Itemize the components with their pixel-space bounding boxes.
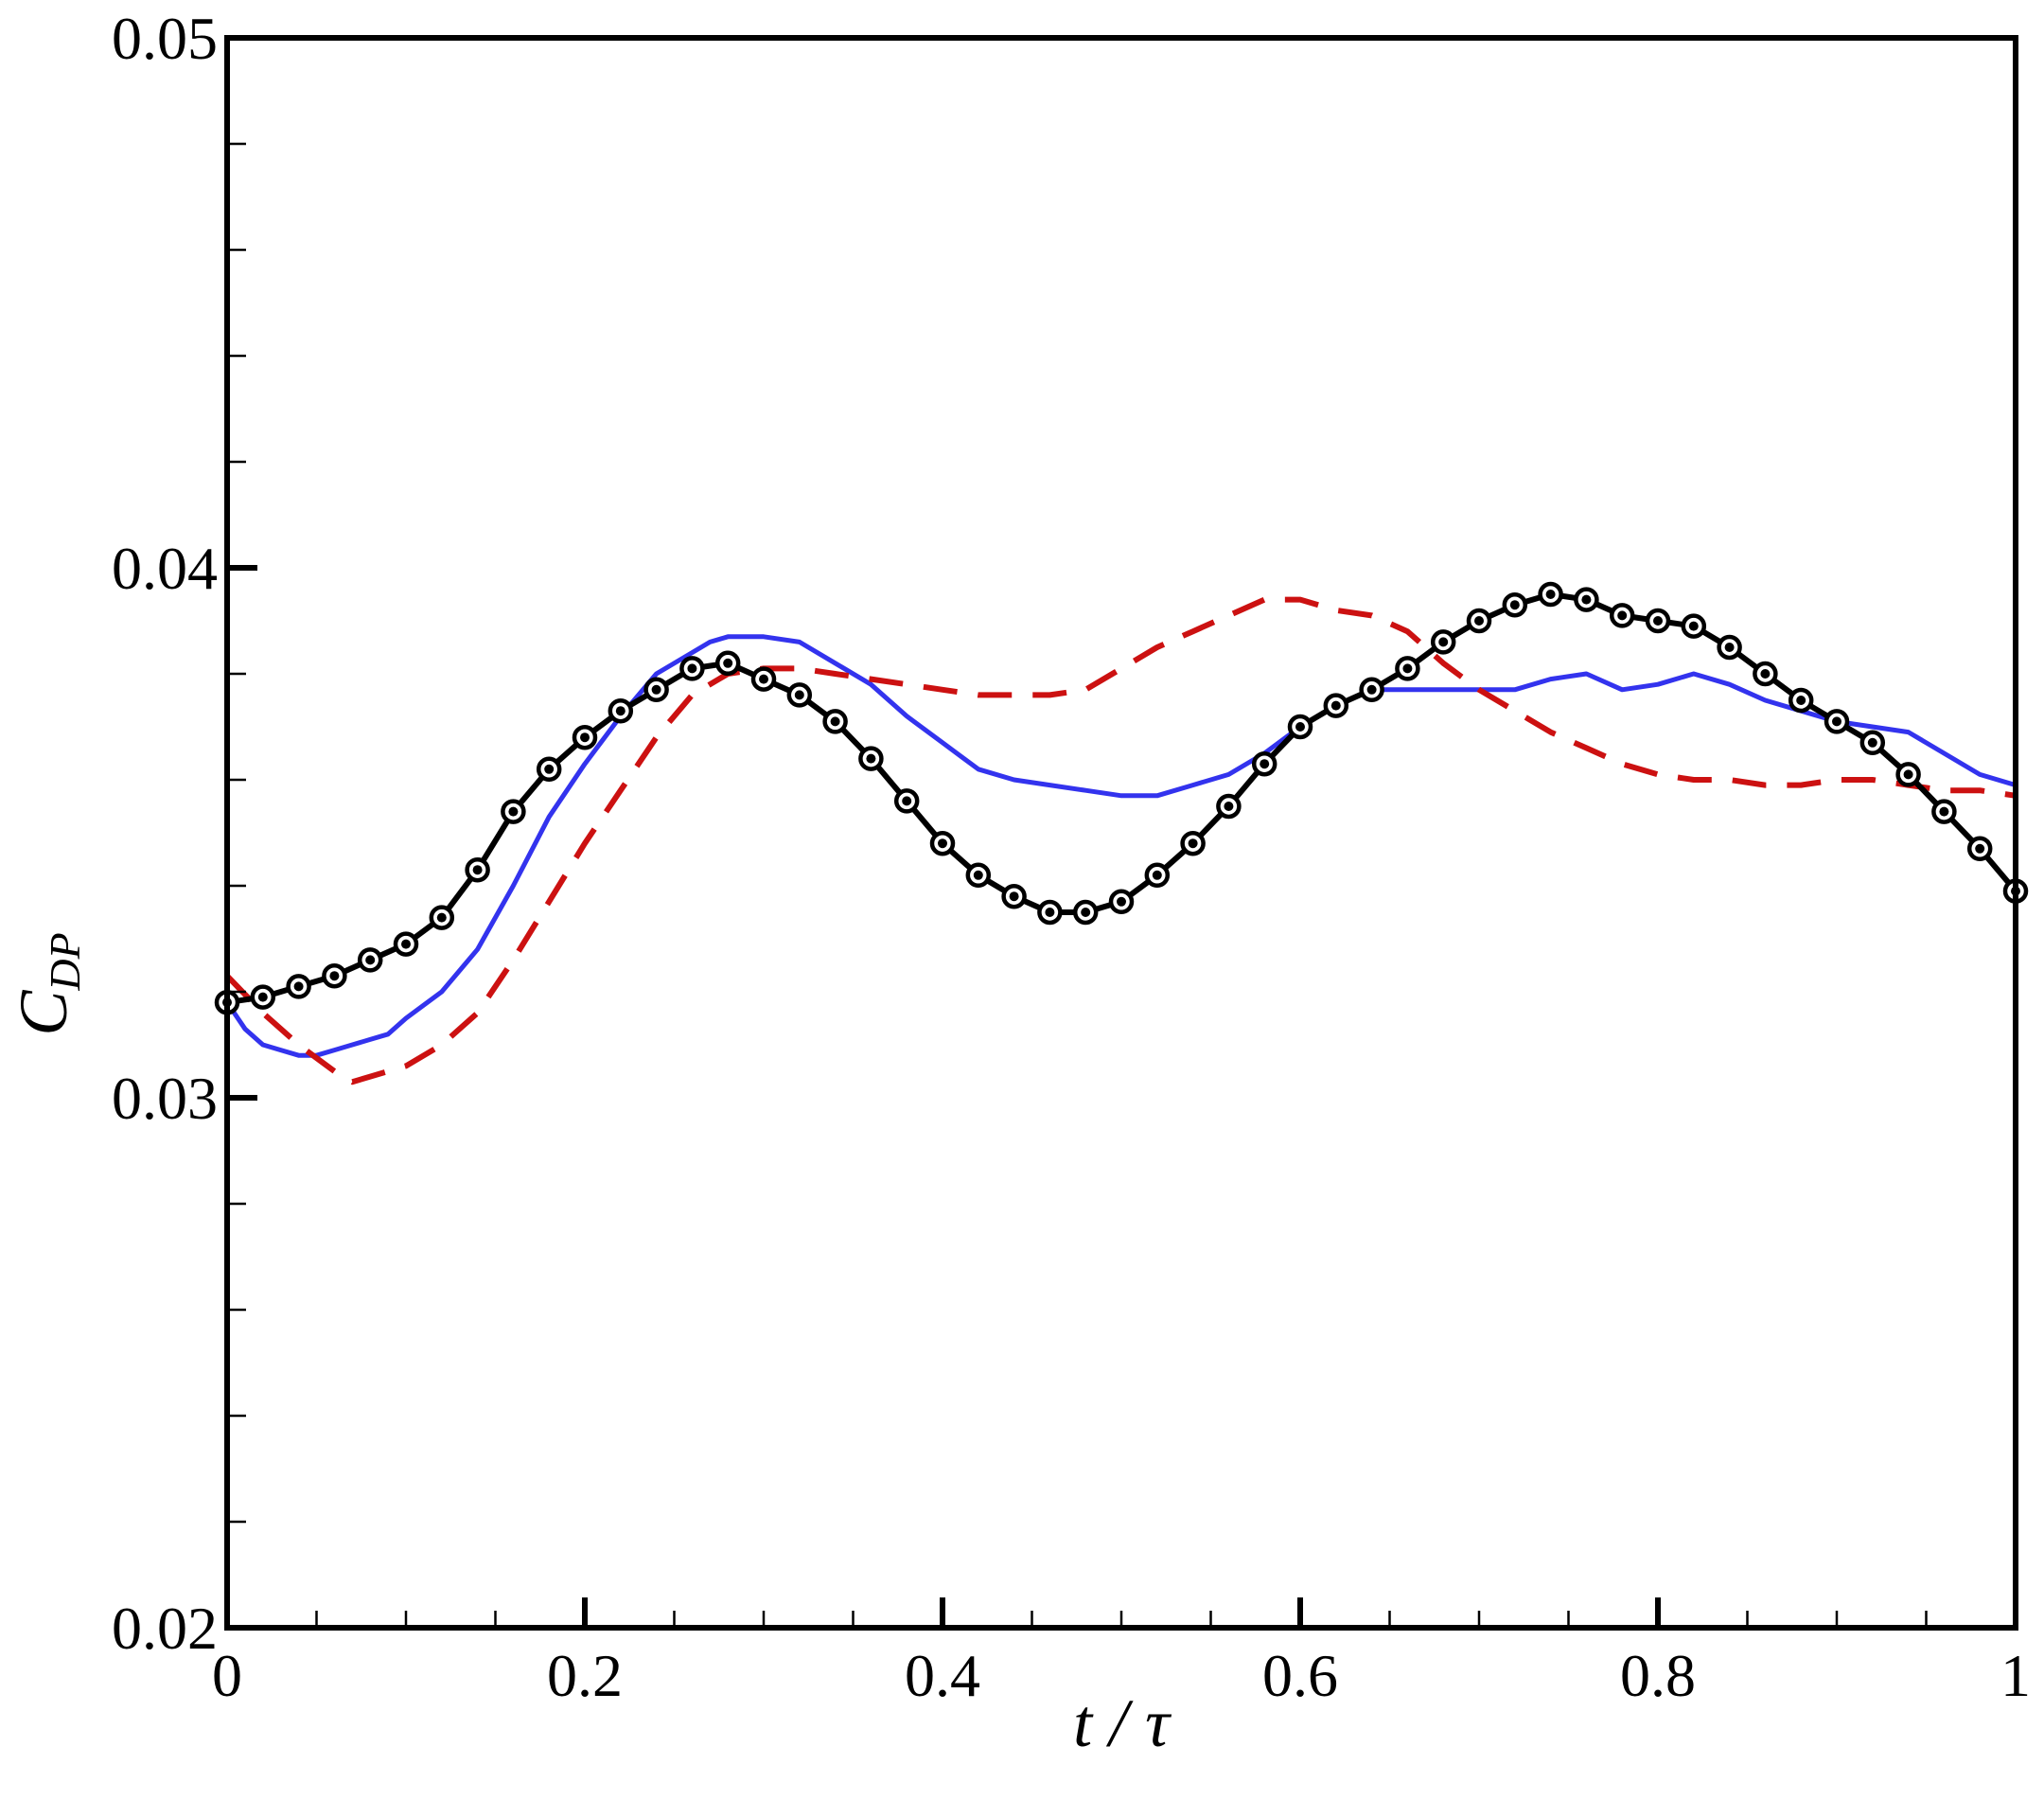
x-tick-labels: 0 0.2 0.4 0.6 0.8 1 [212, 1642, 2031, 1709]
series-2-point-12 [643, 677, 669, 703]
series-2-point-7 [465, 856, 490, 883]
series-2-point-14 [714, 650, 741, 677]
series-2-point-18 [858, 746, 884, 771]
series-2-point-20 [929, 830, 956, 856]
series-2-point-25 [1108, 889, 1135, 915]
series-2-point-10 [572, 724, 598, 750]
series-2-point-17 [822, 709, 848, 734]
series-2-point-44 [1788, 687, 1814, 714]
series-2-point-37 [1538, 581, 1563, 608]
series-2-point-47 [1895, 762, 1921, 787]
series-2-point-40 [1645, 608, 1671, 634]
series-2-point-2 [286, 974, 311, 999]
y-tick-label-1: 0.03 [112, 1065, 218, 1132]
series-2-point-15 [750, 666, 777, 692]
series-2-point-11 [608, 697, 634, 724]
y-tick-labels: 0.02 0.03 0.04 0.05 [112, 5, 218, 1662]
series-2-point-22 [1001, 883, 1027, 909]
series-2-point-39 [1609, 603, 1635, 628]
series-line-1 [224, 596, 2017, 1085]
series-2-point-5 [393, 931, 419, 957]
series-2-point-31 [1323, 693, 1349, 718]
plot-frame [224, 35, 2018, 1631]
series-line-2 [226, 591, 2018, 1006]
series-2-point-46 [1859, 730, 1886, 756]
y-tick-label-2: 0.04 [112, 535, 218, 602]
series-2-point-26 [1144, 862, 1171, 889]
x-tick-label-0: 0 [212, 1642, 242, 1709]
series-2-point-30 [1287, 714, 1313, 740]
series-2-point-38 [1574, 587, 1599, 612]
y-tick-label-0: 0.02 [112, 1595, 218, 1662]
series-2-point-8 [501, 799, 526, 824]
series-2-point-36 [1502, 591, 1528, 618]
y-tick-label-3: 0.05 [112, 5, 218, 72]
series-2-point-16 [786, 682, 813, 708]
series-2-point-49 [1966, 836, 1993, 862]
y-axis-title-subscript: DP [41, 932, 89, 991]
series-2-point-35 [1466, 608, 1492, 634]
x-tick-label-4: 0.8 [1620, 1642, 1696, 1709]
x-tick-label-5: 1 [2000, 1642, 2031, 1709]
series-2-point-3 [322, 962, 347, 989]
series-2-point-4 [357, 947, 383, 973]
series-2-point-27 [1180, 830, 1206, 856]
series-2-point-34 [1430, 629, 1456, 655]
major-ticks [224, 35, 2018, 1631]
series-2-point-1 [250, 984, 276, 1010]
series-2-point-19 [893, 788, 920, 814]
series-2-point-48 [1931, 799, 1957, 824]
series-2-point-41 [1681, 613, 1707, 639]
series-2-point-9 [536, 756, 562, 783]
series-2-point-29 [1251, 750, 1278, 777]
series-2-point-43 [1753, 661, 1778, 687]
series-2-point-28 [1216, 793, 1242, 820]
series-line-0 [224, 634, 2017, 1058]
x-tick-label-3: 0.6 [1262, 1642, 1338, 1709]
series-layer [214, 581, 2029, 1085]
minor-ticks [227, 142, 1928, 1628]
x-tick-label-1: 0.2 [547, 1642, 623, 1709]
series-2-point-45 [1824, 709, 1850, 734]
series-2-point-6 [429, 905, 455, 930]
series-2-point-13 [679, 656, 705, 681]
series-2-point-32 [1359, 677, 1384, 703]
series-2-point-23 [1037, 899, 1063, 926]
y-axis-title-main: C [6, 990, 81, 1036]
series-2-point-21 [965, 862, 992, 889]
x-tick-label-2: 0.4 [905, 1642, 980, 1709]
series-2-point-33 [1395, 656, 1420, 681]
x-axis-title: t / τ [1073, 1685, 1172, 1761]
y-axis-title: CDP [6, 932, 89, 1035]
series-2-point-24 [1072, 899, 1099, 926]
series-2-point-42 [1717, 634, 1742, 661]
